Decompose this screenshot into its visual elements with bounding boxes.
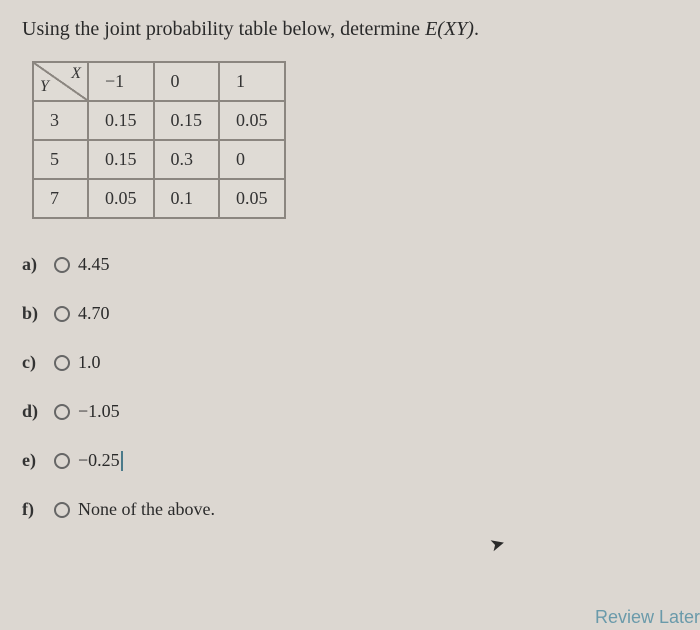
option-label: f) (22, 499, 46, 520)
table-cell: 0.3 (154, 140, 220, 179)
option-label: e) (22, 450, 46, 471)
option-text: −1.05 (78, 401, 120, 422)
col-header: 1 (219, 62, 285, 101)
row-header: 7 (33, 179, 88, 218)
option-label: d) (22, 401, 46, 422)
option-a[interactable]: a) 4.45 (22, 254, 678, 275)
option-d[interactable]: d) −1.05 (22, 401, 678, 422)
option-label: b) (22, 303, 46, 324)
table-cell: 0.05 (219, 101, 285, 140)
row-header: 5 (33, 140, 88, 179)
question-text: Using the joint probability table below,… (22, 18, 678, 41)
option-e[interactable]: e) −0.25 (22, 450, 678, 471)
table-cell: 0.15 (154, 101, 220, 140)
row-header: 3 (33, 101, 88, 140)
option-b[interactable]: b) 4.70 (22, 303, 678, 324)
probability-table: Y X −1 0 1 3 0.15 0.15 0.05 5 0.15 0.3 0… (32, 61, 286, 219)
radio-icon[interactable] (54, 404, 70, 420)
table-cell: 0.1 (154, 179, 220, 218)
table-cell: 0.15 (88, 101, 154, 140)
table-cell: 0.15 (88, 140, 154, 179)
option-text: 1.0 (78, 352, 101, 373)
review-later-link[interactable]: Review Later (595, 607, 700, 628)
option-label: c) (22, 352, 46, 373)
corner-x-label: X (71, 65, 81, 83)
radio-icon[interactable] (54, 257, 70, 273)
text-cursor-icon (121, 451, 123, 471)
col-header: 0 (154, 62, 220, 101)
col-header: −1 (88, 62, 154, 101)
radio-icon[interactable] (54, 355, 70, 371)
radio-icon[interactable] (54, 502, 70, 518)
option-label: a) (22, 254, 46, 275)
table-cell: 0.05 (88, 179, 154, 218)
radio-icon[interactable] (54, 306, 70, 322)
table-cell: 0 (219, 140, 285, 179)
option-text: −0.25 (78, 450, 120, 471)
options-list: a) 4.45 b) 4.70 c) 1.0 d) −1.05 e) −0.25… (22, 254, 678, 520)
option-text: 4.70 (78, 303, 110, 324)
table-cell: 0.05 (219, 179, 285, 218)
option-text: 4.45 (78, 254, 110, 275)
cursor-arrow-icon: ➤ (487, 532, 507, 556)
question-suffix: . (474, 18, 479, 40)
question-math: E(XY) (425, 18, 474, 40)
table-corner-cell: Y X (33, 62, 88, 101)
option-f[interactable]: f) None of the above. (22, 499, 678, 520)
radio-icon[interactable] (54, 453, 70, 469)
question-prefix: Using the joint probability table below,… (22, 18, 425, 40)
option-c[interactable]: c) 1.0 (22, 352, 678, 373)
corner-y-label: Y (40, 78, 49, 96)
option-text: None of the above. (78, 499, 215, 520)
